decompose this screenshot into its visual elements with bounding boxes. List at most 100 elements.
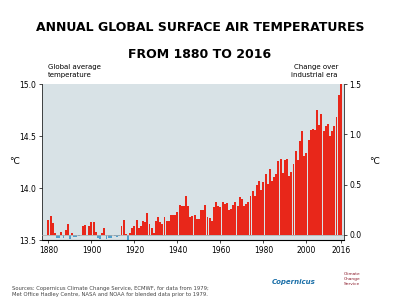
Bar (260, 190, 262, 235)
Bar (327, 124, 329, 235)
Bar (146, 213, 148, 235)
Bar (338, 95, 340, 235)
Bar (333, 126, 335, 235)
Bar (306, 153, 307, 235)
Bar (84, 225, 86, 235)
Bar (153, 233, 155, 235)
Bar (303, 156, 305, 235)
Text: Change over
industrial era: Change over industrial era (292, 64, 338, 78)
Text: °C: °C (369, 158, 380, 166)
Bar (220, 207, 221, 235)
Bar (314, 130, 316, 235)
Bar (106, 235, 108, 239)
Bar (172, 215, 174, 235)
Bar (127, 235, 129, 241)
Bar (245, 204, 247, 235)
Bar (116, 235, 118, 237)
Bar (54, 233, 56, 235)
Bar (131, 227, 133, 235)
Bar (200, 210, 202, 235)
Bar (284, 160, 286, 235)
Bar (241, 200, 243, 235)
Bar (264, 175, 266, 235)
Text: FROM 1880 TO 2016: FROM 1880 TO 2016 (128, 48, 272, 61)
Bar (140, 226, 142, 235)
Bar (123, 220, 125, 235)
Bar (67, 224, 69, 235)
Bar (202, 210, 204, 235)
Bar (170, 215, 172, 235)
Bar (174, 215, 176, 235)
Bar (157, 217, 159, 235)
Bar (340, 84, 342, 235)
Bar (50, 216, 52, 235)
Bar (187, 206, 189, 235)
Bar (269, 169, 271, 235)
Bar (282, 173, 284, 235)
Bar (237, 206, 238, 235)
Text: Copernicus: Copernicus (272, 279, 316, 285)
Bar (271, 181, 273, 235)
Bar (159, 222, 161, 235)
Bar (196, 219, 198, 235)
Bar (250, 196, 252, 235)
Bar (224, 204, 226, 235)
Bar (204, 205, 206, 235)
Bar (290, 172, 292, 235)
Bar (286, 159, 288, 235)
Bar (162, 224, 163, 235)
Bar (323, 131, 324, 235)
Bar (185, 196, 187, 235)
Bar (318, 124, 320, 235)
Bar (97, 235, 99, 238)
Bar (110, 235, 112, 238)
Bar (108, 235, 110, 238)
Bar (134, 226, 135, 235)
Bar (254, 196, 256, 235)
Bar (103, 227, 105, 235)
Bar (325, 126, 327, 235)
Bar (312, 129, 314, 235)
Bar (206, 217, 208, 235)
Bar (166, 221, 168, 235)
Text: Climate
Change
Service: Climate Change Service (344, 272, 361, 286)
Bar (58, 235, 60, 238)
Bar (262, 182, 264, 235)
Bar (118, 235, 120, 236)
Bar (114, 235, 116, 236)
Bar (310, 130, 312, 235)
Bar (308, 140, 310, 235)
Bar (60, 232, 62, 235)
Bar (151, 227, 152, 235)
Bar (226, 202, 228, 235)
Bar (65, 230, 67, 235)
Bar (144, 222, 146, 235)
Bar (215, 202, 217, 235)
Bar (155, 221, 157, 235)
Bar (211, 221, 213, 235)
Bar (99, 235, 101, 239)
Bar (198, 219, 200, 235)
Bar (275, 175, 277, 235)
Bar (280, 159, 282, 235)
Bar (213, 207, 215, 235)
Bar (297, 160, 299, 235)
Bar (142, 221, 144, 235)
Bar (101, 233, 103, 235)
Text: ANNUAL GLOBAL SURFACE AIR TEMPERATURES: ANNUAL GLOBAL SURFACE AIR TEMPERATURES (36, 21, 364, 34)
Bar (252, 191, 254, 235)
Bar (273, 177, 275, 235)
Bar (232, 205, 234, 235)
Bar (136, 220, 138, 235)
Bar (56, 235, 58, 238)
Bar (183, 206, 185, 235)
Bar (288, 176, 290, 235)
Bar (316, 110, 318, 235)
Bar (95, 232, 97, 235)
Bar (71, 233, 73, 235)
Bar (48, 220, 50, 235)
Bar (181, 206, 183, 235)
Bar (148, 224, 150, 235)
Bar (178, 205, 180, 235)
Bar (125, 234, 127, 235)
